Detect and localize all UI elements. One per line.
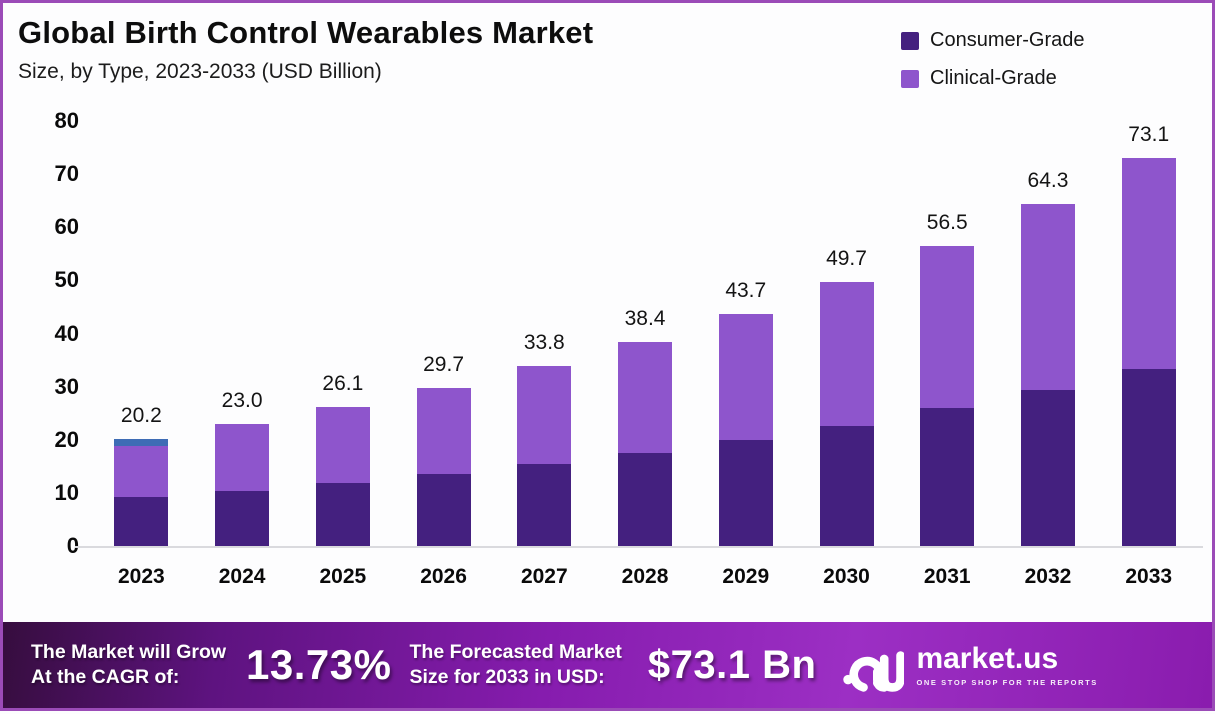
plot-area: 20.2 23.0 26.1 29.7 33.8 38.4 43.7 49.7 56.5 64.3…: [91, 121, 1199, 546]
market-us-logo-icon: [843, 651, 905, 692]
forecast-value: $73.1 Bn: [647, 642, 817, 687]
bar-2023: [114, 438, 169, 546]
bar-2023-clinical-grade-segment: [114, 445, 169, 498]
bar-2030-consumer-grade-segment: [819, 425, 874, 546]
x-tick-2023: 2023: [118, 565, 165, 588]
page-subtitle: Size, by Type, 2023-2033 (USD Billion): [18, 59, 382, 83]
legend-label: Consumer-Grade: [930, 29, 1085, 51]
bar-total-label-2025: 26.1: [322, 372, 364, 396]
bar-2029-clinical-grade-segment: [718, 313, 773, 441]
bar-slot-2030: 49.7: [796, 121, 897, 546]
consumer-grade-swatch-icon: [901, 31, 919, 50]
bar-2028-clinical-grade-segment: [618, 342, 673, 454]
bar-slot-2033: 73.1: [1098, 121, 1199, 546]
y-tick-30: 30: [54, 373, 79, 399]
bar-2023-highlight-cap: [114, 438, 169, 446]
bar-2033: [1121, 157, 1176, 546]
bar-2032: [1020, 204, 1075, 546]
bar-slot-2023: 20.2: [91, 121, 192, 546]
bar-total-label-2031: 56.5: [926, 210, 968, 234]
bar-2033-clinical-grade-segment: [1121, 157, 1176, 369]
y-tick-40: 40: [54, 320, 79, 346]
forecast-label: The Forecasted Market Size for 2033 in U…: [409, 640, 622, 688]
bar-slot-2031: 56.5: [897, 121, 998, 546]
bar-2027-clinical-grade-segment: [517, 366, 572, 465]
bar-slot-2029: 43.7: [695, 121, 796, 546]
bar-2032-consumer-grade-segment: [1020, 390, 1075, 546]
bar-2025-clinical-grade-segment: [315, 407, 370, 484]
brand-name: market.us: [916, 641, 1059, 675]
x-tick-2026: 2026: [420, 565, 467, 588]
bar-slot-2024: 23.0: [192, 121, 293, 546]
bar-2032-clinical-grade-segment: [1020, 204, 1075, 391]
bar-total-label-2026: 29.7: [423, 353, 464, 377]
y-tick-80: 80: [54, 108, 79, 133]
bar-2028-consumer-grade-segment: [618, 453, 673, 546]
bar-total-label-2033: 73.1: [1128, 122, 1170, 146]
x-axis-line: [75, 546, 1203, 548]
bar-2024: [215, 423, 270, 546]
chart-legend: Consumer-Grade Clinical-Grade: [901, 29, 1085, 90]
bar-total-label-2029: 43.7: [725, 278, 767, 302]
clinical-grade-swatch-icon: [901, 69, 919, 88]
bar-2027-consumer-grade-segment: [517, 464, 572, 546]
y-axis: 0 10 20 30 40 50 60 70 80: [17, 3, 79, 714]
bar-slot-2028: 38.4: [595, 121, 696, 546]
y-tick-10: 10: [54, 479, 79, 505]
legend-label: Clinical-Grade: [930, 67, 1057, 89]
bar-total-label-2028: 38.4: [624, 307, 666, 330]
bar-total-label-2027: 33.8: [523, 331, 565, 355]
x-tick-2028: 2028: [621, 565, 669, 588]
x-tick-2027: 2027: [520, 565, 568, 588]
bar-total-label-2023: 20.2: [120, 403, 162, 427]
footer-banner: The Market will Grow At the CAGR of: 13.…: [3, 622, 1212, 708]
page-title: Global Birth Control Wearables Market: [18, 15, 594, 50]
y-tick-0: 0: [66, 533, 79, 558]
x-tick-2030: 2030: [823, 565, 870, 588]
bar-slot-2025: 26.1: [292, 121, 393, 546]
y-tick-50: 50: [54, 267, 79, 293]
x-tick-2033: 2033: [1125, 565, 1173, 588]
bar-total-label-2032: 64.3: [1027, 169, 1069, 193]
bar-2029: [718, 313, 773, 546]
bar-2024-consumer-grade-segment: [215, 490, 270, 546]
cagr-label: The Market will Grow At the CAGR of:: [31, 640, 227, 688]
y-tick-20: 20: [54, 426, 79, 452]
bar-2031-clinical-grade-segment: [920, 245, 975, 409]
bar-slot-2032: 64.3: [998, 121, 1099, 546]
brand-tagline: ONE STOP SHOP FOR THE REPORTS: [916, 677, 1098, 687]
y-tick-60: 60: [54, 214, 79, 240]
legend-item-clinical-grade: Clinical-Grade: [901, 67, 1085, 90]
bar-2025-consumer-grade-segment: [315, 483, 370, 546]
legend-item-consumer-grade: Consumer-Grade: [901, 29, 1085, 52]
bar-total-label-2030: 49.7: [826, 246, 867, 270]
bar-2027: [517, 366, 572, 546]
x-tick-2024: 2024: [218, 565, 266, 588]
chart-header: Global Birth Control Wearables Market Si…: [18, 15, 593, 84]
y-tick-70: 70: [54, 161, 79, 187]
bar-slot-2027: 33.8: [494, 121, 595, 546]
x-tick-2032: 2032: [1024, 565, 1072, 588]
brand-logo: market.us ONE STOP SHOP FOR THE REPORTS: [842, 637, 1097, 693]
bar-2026: [416, 388, 471, 546]
bar-2026-consumer-grade-segment: [416, 474, 471, 546]
bar-2023-consumer-grade-segment: [114, 497, 169, 546]
bar-2031-consumer-grade-segment: [920, 408, 975, 546]
x-tick-2029: 2029: [722, 565, 770, 588]
bar-2031: [920, 245, 975, 546]
bar-2030-clinical-grade-segment: [819, 281, 874, 426]
bar-2028: [618, 342, 673, 546]
x-tick-2025: 2025: [319, 565, 367, 588]
bar-slot-2026: 29.7: [393, 121, 494, 546]
bar-total-label-2024: 23.0: [221, 388, 263, 412]
bar-2025: [315, 407, 370, 546]
bar-2030: [819, 281, 874, 546]
bar-2033-consumer-grade-segment: [1121, 368, 1176, 546]
cagr-value: 13.73%: [246, 641, 392, 688]
bar-2024-clinical-grade-segment: [215, 423, 270, 491]
bar-2026-clinical-grade-segment: [416, 388, 471, 475]
x-axis-labels: 2023 2024 2025 2026 2027 2028 2029 2030 2031 2032…: [91, 565, 1199, 589]
x-tick-2031: 2031: [923, 565, 971, 588]
bar-2029-consumer-grade-segment: [718, 440, 773, 546]
